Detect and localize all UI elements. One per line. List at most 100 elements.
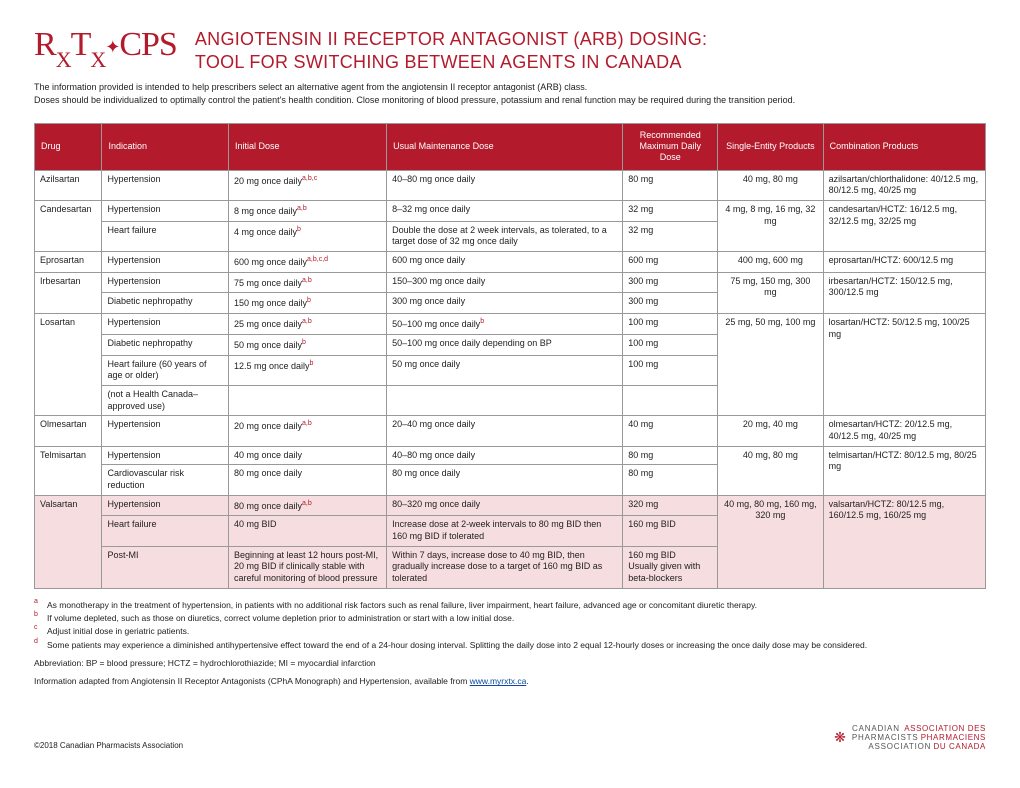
table-row: ValsartanHypertension80 mg once dailya,b… [35, 495, 986, 516]
cell-max: 80 mg [623, 465, 718, 495]
cell-combo: valsartan/HCTZ: 80/12.5 mg, 160/12.5 mg,… [823, 495, 985, 588]
cell-initial: 40 mg BID [228, 516, 386, 546]
header: RXTX✦CPS ANGIOTENSIN II RECEPTOR ANTAGON… [34, 28, 986, 75]
cell-maintenance: 40–80 mg once daily [387, 446, 623, 465]
col-single-entity: Single-Entity Products [718, 123, 823, 170]
col-initial-dose: Initial Dose [228, 123, 386, 170]
copyright: ©2018 Canadian Pharmacists Association [34, 741, 183, 751]
cell-maintenance: 80–320 mg once daily [387, 495, 623, 516]
cell-combo: losartan/HCTZ: 50/12.5 mg, 100/25 mg [823, 314, 985, 416]
rxtx-cps-logo: RXTX✦CPS [34, 28, 177, 67]
cell-drug: Telmisartan [35, 446, 102, 495]
cell-maintenance: 150–300 mg once daily [387, 272, 623, 293]
cell-initial: 80 mg once daily [228, 465, 386, 495]
footnote: aAs monotherapy in the treatment of hype… [34, 599, 986, 611]
cell-single: 40 mg, 80 mg [718, 170, 823, 200]
footnote: bIf volume depleted, such as those on di… [34, 612, 986, 624]
table-row: OlmesartanHypertension20 mg once dailya,… [35, 416, 986, 446]
cell-max: 40 mg [623, 416, 718, 446]
footnotes: aAs monotherapy in the treatment of hype… [34, 599, 986, 688]
cell-indication: Cardiovascular risk reduction [102, 465, 229, 495]
cell-indication: Hypertension [102, 201, 229, 222]
cell-indication: Diabetic nephropathy [102, 334, 229, 355]
cell-max [623, 385, 718, 415]
cell-indication: Hypertension [102, 446, 229, 465]
cell-single: 400 mg, 600 mg [718, 252, 823, 273]
table-row: LosartanHypertension25 mg once dailya,b5… [35, 314, 986, 335]
cell-max: 32 mg [623, 221, 718, 251]
maple-leaf-icon: ❋ [834, 729, 846, 745]
cell-max: 300 mg [623, 272, 718, 293]
cell-indication: Hypertension [102, 170, 229, 200]
cell-maintenance: 20–40 mg once daily [387, 416, 623, 446]
col-combo-products: Combination Products [823, 123, 985, 170]
cell-combo: azilsartan/chlorthalidone: 40/12.5 mg, 8… [823, 170, 985, 200]
cell-indication: Hypertension [102, 495, 229, 516]
cell-indication: Heart failure [102, 221, 229, 251]
cell-max: 600 mg [623, 252, 718, 273]
cell-max: 80 mg [623, 170, 718, 200]
cell-combo: irbesartan/HCTZ: 150/12.5 mg, 300/12.5 m… [823, 272, 985, 313]
cell-initial: 8 mg once dailya,b [228, 201, 386, 222]
source-info: Information adapted from Angiotensin II … [34, 675, 986, 687]
col-maintenance-dose: Usual Maintenance Dose [387, 123, 623, 170]
cell-drug: Azilsartan [35, 170, 102, 200]
cell-maintenance: 50–100 mg once daily depending on BP [387, 334, 623, 355]
cell-drug: Valsartan [35, 495, 102, 588]
cell-indication: Hypertension [102, 272, 229, 293]
cell-maintenance: 300 mg once daily [387, 293, 623, 314]
intro-text: The information provided is intended to … [34, 81, 986, 107]
cell-maintenance [387, 385, 623, 415]
cell-indication: (not a Health Canada–approved use) [102, 385, 229, 415]
cell-initial [228, 385, 386, 415]
cell-indication: Hypertension [102, 252, 229, 273]
cell-initial: 25 mg once dailya,b [228, 314, 386, 335]
cell-single: 40 mg, 80 mg, 160 mg, 320 mg [718, 495, 823, 588]
cell-initial: Beginning at least 12 hours post-MI, 20 … [228, 546, 386, 588]
cell-indication: Heart failure (60 years of age or older) [102, 355, 229, 385]
cell-max: 100 mg [623, 355, 718, 385]
cell-max: 80 mg [623, 446, 718, 465]
cell-initial: 20 mg once dailya,b,c [228, 170, 386, 200]
cell-initial: 20 mg once dailya,b [228, 416, 386, 446]
cpha-logo: ❋ CANADIAN ASSOCIATION DES PHARMACISTS P… [834, 724, 986, 752]
cell-indication: Heart failure [102, 516, 229, 546]
cell-max: 100 mg [623, 334, 718, 355]
cell-max: 320 mg [623, 495, 718, 516]
cell-combo: olmesartan/HCTZ: 20/12.5 mg, 40/12.5 mg,… [823, 416, 985, 446]
cell-max: 300 mg [623, 293, 718, 314]
col-drug: Drug [35, 123, 102, 170]
table-row: TelmisartanHypertension40 mg once daily4… [35, 446, 986, 465]
page-title: ANGIOTENSIN II RECEPTOR ANTAGONIST (ARB)… [195, 28, 707, 75]
cell-initial: 50 mg once dailyb [228, 334, 386, 355]
cell-drug: Olmesartan [35, 416, 102, 446]
cell-initial: 75 mg once dailya,b [228, 272, 386, 293]
cell-maintenance: Double the dose at 2 week intervals, as … [387, 221, 623, 251]
source-link[interactable]: www.myrxtx.ca [470, 676, 527, 686]
col-indication: Indication [102, 123, 229, 170]
table-row: AzilsartanHypertension20 mg once dailya,… [35, 170, 986, 200]
cell-maintenance: Within 7 days, increase dose to 40 mg BI… [387, 546, 623, 588]
footnote: cAdjust initial dose in geriatric patien… [34, 625, 986, 637]
cell-initial: 150 mg once dailyb [228, 293, 386, 314]
cell-maintenance: 80 mg once daily [387, 465, 623, 495]
footer: ©2018 Canadian Pharmacists Association ❋… [34, 724, 986, 752]
cell-maintenance: Increase dose at 2-week intervals to 80 … [387, 516, 623, 546]
cell-initial: 12.5 mg once dailyb [228, 355, 386, 385]
cell-initial: 80 mg once dailya,b [228, 495, 386, 516]
cell-drug: Losartan [35, 314, 102, 416]
col-max-dose: Recommended Maximum Daily Dose [623, 123, 718, 170]
footnote: dSome patients may experience a diminish… [34, 639, 986, 651]
cell-drug: Candesartan [35, 201, 102, 252]
table-row: CandesartanHypertension8 mg once dailya,… [35, 201, 986, 222]
table-header-row: Drug Indication Initial Dose Usual Maint… [35, 123, 986, 170]
cell-maintenance: 8–32 mg once daily [387, 201, 623, 222]
cell-max: 160 mg BID [623, 516, 718, 546]
cell-initial: 40 mg once daily [228, 446, 386, 465]
cell-drug: Eprosartan [35, 252, 102, 273]
cell-single: 40 mg, 80 mg [718, 446, 823, 495]
cell-max: 32 mg [623, 201, 718, 222]
cell-maintenance: 50–100 mg once dailyb [387, 314, 623, 335]
cell-maintenance: 600 mg once daily [387, 252, 623, 273]
cell-indication: Hypertension [102, 416, 229, 446]
